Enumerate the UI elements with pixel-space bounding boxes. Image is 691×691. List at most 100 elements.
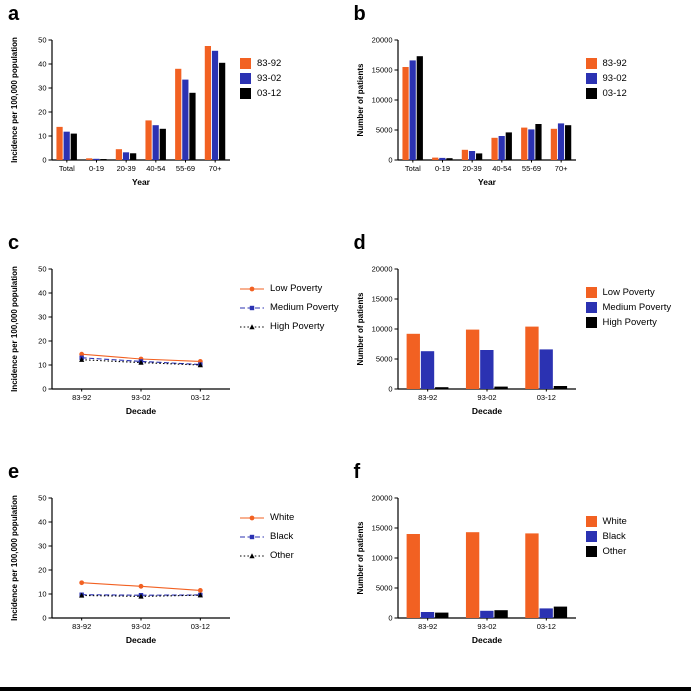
y-tick-label: 10 [38, 590, 46, 599]
legend-label: 03-12 [602, 88, 627, 99]
panel-letter-c: c [8, 232, 20, 254]
line-high-poverty [79, 356, 203, 368]
legend-swatch-icon [240, 88, 251, 99]
y-tick-label: 10000 [371, 96, 392, 105]
x-tick-label: 93-02 [131, 393, 150, 402]
legend-item-other: Other [585, 546, 627, 557]
panel-letter-a: a [8, 3, 20, 25]
x-tick-label: 83-92 [418, 393, 437, 402]
y-tick-label: 10000 [371, 325, 392, 334]
y-tick-label: 0 [388, 385, 392, 394]
legend-c: Low Poverty Medium Poverty High Poverty [240, 283, 339, 332]
legend-item-93-02: 93-02 [240, 73, 281, 84]
legend-label: White [602, 516, 627, 527]
legend-item-other: Other [240, 550, 294, 561]
y-axis-label: Number of patients [356, 63, 365, 136]
legend-line-icon [240, 286, 264, 291]
legend-label: Other [270, 550, 294, 561]
x-tick-label: 0-19 [434, 164, 449, 173]
chart-c: 0 10 20 30 40 50 Incidence per 100,000 populat… [8, 255, 240, 432]
figure-bottom-border [0, 687, 691, 691]
legend-line-icon [240, 515, 264, 520]
legend-label: High Poverty [270, 321, 325, 332]
chart-svg-f: 0 5000 10000 15000 20000 Number of patients 83… [356, 494, 576, 645]
y-tick-label: 0 [42, 156, 46, 165]
panel-d: d 0 5000 10000 15000 20000 Number of patients… [346, 229, 691, 458]
x-tick-label: 03-12 [191, 622, 210, 631]
y-tick-label: 10 [38, 361, 46, 370]
y-axis-label: Incidence per 100,000 population [10, 266, 19, 392]
x-tick-label: Total [59, 164, 75, 173]
bars-83-92 [56, 46, 212, 160]
x-tick-label: 83-92 [72, 393, 91, 402]
legend-item-83-92: 83-92 [585, 58, 627, 69]
legend-item-03-12: 03-12 [585, 88, 627, 99]
y-tick-label: 50 [38, 494, 46, 503]
x-axis-label: Year [478, 177, 497, 187]
y-tick-label: 5000 [375, 355, 392, 364]
x-tick-label: 20-39 [462, 164, 481, 173]
legend-label: 83-92 [257, 58, 282, 69]
legend-swatch-icon [585, 302, 597, 313]
y-tick-label: 20 [38, 566, 46, 575]
x-tick-label: 70+ [209, 164, 222, 173]
y-tick-label: 20000 [371, 265, 392, 274]
bars-03-12 [70, 62, 226, 160]
legend-label: Low Poverty [270, 283, 323, 294]
legend-item-03-12: 03-12 [240, 88, 281, 99]
legend-line-icon [240, 534, 264, 539]
x-tick-label: 03-12 [536, 622, 555, 631]
y-tick-label: 20000 [371, 36, 392, 45]
chart-d: 0 5000 10000 15000 20000 Number of patients 83… [354, 255, 586, 432]
y-tick-label: 10000 [371, 554, 392, 563]
legend-d: Low Poverty Medium Poverty High Poverty [585, 287, 672, 328]
panel-e: e 0 10 20 30 40 50 Incidence per 100,000 popul… [0, 458, 346, 687]
y-tick-label: 50 [38, 265, 46, 274]
legend-item-high-poverty: High Poverty [585, 317, 672, 328]
legend-label: 03-12 [257, 88, 282, 99]
chart-f: 0 5000 10000 15000 20000 Number of patients 83… [354, 484, 586, 661]
y-tick-label: 20 [38, 337, 46, 346]
legend-label: 83-92 [602, 58, 627, 69]
legend-f: White Black Other [585, 516, 627, 557]
legend-label: Low Poverty [602, 287, 655, 298]
y-tick-label: 5000 [375, 584, 392, 593]
legend-label: Medium Poverty [270, 302, 339, 313]
panel-b: b 0 5000 10000 15000 20000 Number of patients… [346, 0, 691, 229]
bars-white [406, 532, 539, 618]
x-axis-label: Decade [126, 635, 157, 645]
x-tick-label: 93-02 [131, 622, 150, 631]
y-tick-label: 40 [38, 289, 46, 298]
legend-swatch-icon [585, 58, 597, 69]
y-tick-label: 0 [42, 614, 46, 623]
x-tick-label: 83-92 [418, 622, 437, 631]
panel-a: a 0 10 20 30 40 50 Incidence per 100,000 popul… [0, 0, 346, 229]
y-tick-label: 15000 [371, 66, 392, 75]
chart-svg-b: 0 5000 10000 15000 20000 Number of patients To… [356, 36, 576, 187]
x-tick-label: 20-39 [117, 164, 136, 173]
y-tick-label: 20000 [371, 494, 392, 503]
y-tick-label: 50 [38, 36, 46, 45]
legend-item-low-poverty: Low Poverty [240, 283, 339, 294]
bars-low-poverty [406, 326, 539, 389]
legend-a: 83-92 93-02 03-12 [240, 58, 281, 99]
x-tick-label: 40-54 [146, 164, 165, 173]
x-tick-label: 0-19 [89, 164, 104, 173]
legend-item-93-02: 93-02 [585, 73, 627, 84]
panel-f: f 0 5000 10000 15000 20000 Number of patients… [346, 458, 691, 687]
y-tick-label: 40 [38, 60, 46, 69]
chart-svg-e: 0 10 20 30 40 50 Incidence per 100,000 populat… [10, 494, 230, 645]
panel-letter-b: b [353, 3, 366, 25]
x-tick-label: 03-12 [191, 393, 210, 402]
chart-svg-c: 0 10 20 30 40 50 Incidence per 100,000 populat… [10, 265, 230, 416]
chart-a: 0 10 20 30 40 50 Incidence per 100,000 populat… [8, 26, 240, 203]
legend-e: White Black Other [240, 512, 294, 561]
panel-letter-e: e [8, 461, 20, 483]
legend-line-icon [240, 552, 264, 558]
line-white [79, 580, 203, 593]
bars-93-02 [63, 50, 219, 160]
x-tick-label: Total [404, 164, 420, 173]
y-tick-label: 20 [38, 108, 46, 117]
x-axis-label: Decade [126, 406, 157, 416]
